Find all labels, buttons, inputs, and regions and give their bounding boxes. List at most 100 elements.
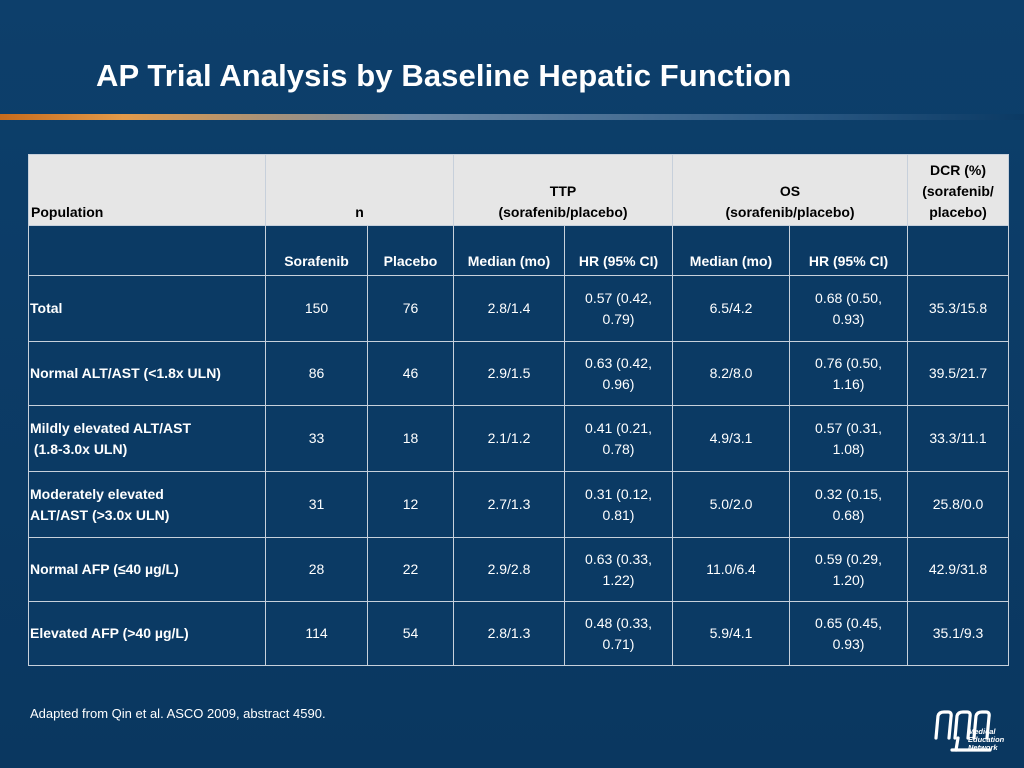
subheader-ttp-median: Median (mo): [453, 225, 565, 276]
row-population-label-text: Mildly elevated ALT/AST: [30, 419, 192, 436]
table-row: Normal ALT/AST (<1.8x ULN) 86 46 2.9/1.5 0.6…: [28, 341, 1010, 406]
row-dcr-text: 35.3/15.8: [928, 300, 988, 316]
header-os: OS (sorafenib/placebo): [672, 154, 909, 226]
row-ttp-hr-text: 1.22): [602, 571, 635, 588]
subheader-os-hr: HR (95% CI): [789, 225, 909, 276]
row-dcr-text: 33.3/11.1: [929, 430, 987, 446]
header-dcr-subtitle-a: (sorafenib/: [922, 183, 994, 199]
row-os-hr-text: 0.93): [832, 635, 865, 652]
logo-wordmark: Medical Education Network: [968, 728, 1004, 752]
row-population-label: Total: [28, 275, 266, 342]
subheader-placebo: Placebo: [367, 225, 454, 276]
row-os-hr-text: 0.68 (0.50,: [815, 289, 882, 306]
row-n-placebo-text: 76: [402, 300, 419, 316]
row-ttp-median: 2.7/1.3: [453, 471, 565, 538]
row-dcr-text: 25.8/0.0: [932, 496, 984, 512]
row-n-placebo: 54: [367, 601, 454, 666]
row-dcr-text: 39.5/21.7: [928, 365, 988, 381]
row-n-placebo-text: 12: [402, 496, 419, 512]
table-row: Total 150 76 2.8/1.4 0.57 (0.42, 0.79) 6.5/4.2…: [28, 275, 1010, 342]
header-os-title: OS: [779, 183, 801, 199]
row-os-median: 6.5/4.2: [672, 275, 791, 342]
row-ttp-hr-text: 0.78): [602, 440, 635, 457]
row-n-sorafenib: 31: [265, 471, 368, 538]
row-ttp-median-text: 2.7/1.3: [487, 496, 531, 512]
row-ttp-hr: 0.48 (0.33, 0.71): [563, 601, 674, 666]
row-ttp-median-text: 2.9/1.5: [487, 365, 531, 381]
row-n-placebo-text: 18: [402, 430, 419, 446]
row-n-sorafenib: 86: [265, 341, 368, 406]
row-os-hr-text: 1.20): [832, 571, 865, 588]
row-os-hr-text: 0.93): [832, 310, 865, 327]
row-os-hr: 0.32 (0.15, 0.68): [789, 471, 909, 538]
row-dcr-text: 35.1/9.3: [932, 625, 984, 641]
row-dcr: 42.9/31.8: [907, 537, 1010, 602]
row-ttp-median: 2.8/1.3: [453, 601, 565, 666]
logo-line-education: Education: [968, 735, 1005, 744]
row-os-hr: 0.59 (0.29, 1.20): [789, 537, 909, 602]
row-os-median: 5.9/4.1: [672, 601, 791, 666]
row-os-hr-text: 0.57 (0.31,: [815, 419, 882, 436]
row-ttp-hr: 0.41 (0.21, 0.78): [563, 405, 674, 472]
row-ttp-median: 2.9/1.5: [453, 341, 565, 406]
row-ttp-hr-text: 0.81): [602, 506, 635, 523]
row-dcr: 33.3/11.1: [907, 405, 1010, 472]
table-subheader-row: Sorafenib Placebo Median (mo) HR (95% CI…: [28, 225, 1010, 276]
header-ttp-title: TTP: [549, 183, 577, 199]
row-population-label-text: ALT/AST (>3.0x ULN): [30, 506, 170, 523]
row-population-label: Elevated AFP (>40 µg/L): [28, 601, 266, 666]
row-ttp-hr: 0.31 (0.12, 0.81): [563, 471, 674, 538]
row-os-hr-text: 0.76 (0.50,: [815, 354, 882, 371]
row-ttp-median-text: 2.8/1.3: [487, 625, 531, 641]
row-n-sorafenib-text: 86: [308, 365, 325, 381]
row-os-median: 8.2/8.0: [672, 341, 791, 406]
row-n-placebo: 22: [367, 537, 454, 602]
row-ttp-median-text: 2.9/2.8: [487, 561, 531, 577]
slide-title: AP Trial Analysis by Baseline Hepatic Fu…: [96, 58, 792, 93]
subheader-ttp-hr: HR (95% CI): [563, 225, 674, 276]
subheader-os-median: Median (mo): [672, 225, 791, 276]
row-ttp-median-text: 2.1/1.2: [487, 430, 531, 446]
row-population-label-text: Normal AFP (≤40 µg/L): [30, 561, 179, 577]
results-table: Population n TTP (sorafenib/placebo) OS (s…: [28, 154, 1010, 666]
row-ttp-median-text: 2.8/1.4: [487, 300, 531, 316]
row-os-hr: 0.76 (0.50, 1.16): [789, 341, 909, 406]
subheader-sorafenib: Sorafenib: [265, 225, 368, 276]
row-n-sorafenib-text: 31: [308, 496, 325, 512]
row-ttp-hr-text: 0.57 (0.42,: [585, 289, 652, 306]
subheader-empty-left: [28, 225, 266, 276]
row-ttp-hr-text: 0.41 (0.21,: [585, 419, 652, 436]
row-ttp-hr-text: 0.71): [602, 635, 635, 652]
row-n-sorafenib-text: 33: [308, 430, 325, 446]
row-ttp-hr: 0.57 (0.42, 0.79): [563, 275, 674, 342]
header-ttp: TTP (sorafenib/placebo): [452, 154, 674, 226]
table-row: Mildly elevated ALT/AST (1.8-3.0x ULN) 33…: [28, 405, 1010, 472]
row-population-label-text: Total: [30, 300, 63, 316]
row-os-median-text: 11.0/6.4: [706, 561, 756, 577]
row-ttp-median: 2.9/2.8: [453, 537, 565, 602]
row-population-label: Mildly elevated ALT/AST (1.8-3.0x ULN): [28, 405, 266, 472]
row-population-label-text: Elevated AFP (>40 µg/L): [30, 625, 189, 641]
row-n-sorafenib-text: 28: [308, 561, 325, 577]
row-dcr-text: 42.9/31.8: [928, 561, 988, 577]
row-n-sorafenib: 28: [265, 537, 368, 602]
title-divider: [0, 114, 1024, 120]
row-os-hr-text: 0.32 (0.15,: [815, 485, 882, 502]
table-row: Elevated AFP (>40 µg/L) 114 54 2.8/1.3 0.48 …: [28, 601, 1010, 666]
row-ttp-hr: 0.63 (0.33, 1.22): [563, 537, 674, 602]
table-header-row: Population n TTP (sorafenib/placebo) OS (s…: [28, 154, 1010, 226]
row-population-label-text: Normal ALT/AST (<1.8x ULN): [30, 365, 221, 381]
row-n-placebo: 12: [367, 471, 454, 538]
row-n-placebo-text: 54: [402, 625, 419, 641]
table-row: Moderately elevated ALT/AST (>3.0x ULN) 31…: [28, 471, 1010, 538]
row-n-placebo: 76: [367, 275, 454, 342]
row-os-hr-text: 0.59 (0.29,: [815, 550, 882, 567]
row-ttp-hr-text: 0.79): [602, 310, 635, 327]
row-ttp-hr: 0.63 (0.42, 0.96): [563, 341, 674, 406]
row-n-placebo-text: 22: [402, 561, 419, 577]
header-dcr: DCR (%) (sorafenib/placebo): [907, 154, 1010, 226]
row-os-median-text: 8.2/8.0: [709, 365, 753, 381]
row-ttp-median: 2.8/1.4: [453, 275, 565, 342]
row-os-median: 4.9/3.1: [672, 405, 791, 472]
row-population-label: Normal ALT/AST (<1.8x ULN): [28, 341, 266, 406]
